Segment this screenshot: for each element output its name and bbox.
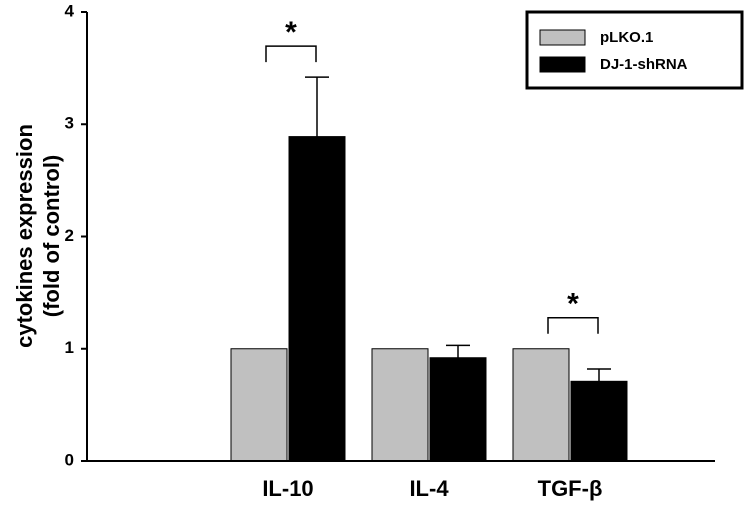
y-axis-label: cytokines expression <box>12 124 37 348</box>
legend-label: DJ-1-shRNA <box>600 56 688 73</box>
significance-bracket <box>265 45 317 63</box>
y-tick-label: 0 <box>65 450 74 469</box>
bar <box>288 136 346 462</box>
significance-bracket <box>547 317 599 334</box>
bar <box>512 348 570 462</box>
bar <box>570 380 628 462</box>
bar <box>429 357 487 462</box>
y-tick-label: 4 <box>65 1 75 20</box>
bar <box>371 348 429 462</box>
y-tick-label: 3 <box>65 114 74 133</box>
legend-swatch <box>539 56 586 73</box>
x-tick-label: IL-10 <box>262 476 313 501</box>
bar <box>230 348 288 462</box>
y-tick-label: 1 <box>65 338 74 357</box>
significance-label: * <box>285 16 297 49</box>
significance-label: * <box>567 288 579 321</box>
x-tick-label: TGF-β <box>538 476 603 501</box>
y-tick-label: 2 <box>65 226 74 245</box>
legend-swatch <box>539 29 586 46</box>
legend-label: pLKO.1 <box>600 29 653 46</box>
x-tick-label: IL-4 <box>409 476 449 501</box>
error-bar <box>587 368 611 382</box>
y-axis-label: (fold of control) <box>39 155 64 318</box>
error-bar <box>446 344 470 358</box>
legend-box <box>525 10 744 90</box>
error-bar <box>305 76 329 137</box>
